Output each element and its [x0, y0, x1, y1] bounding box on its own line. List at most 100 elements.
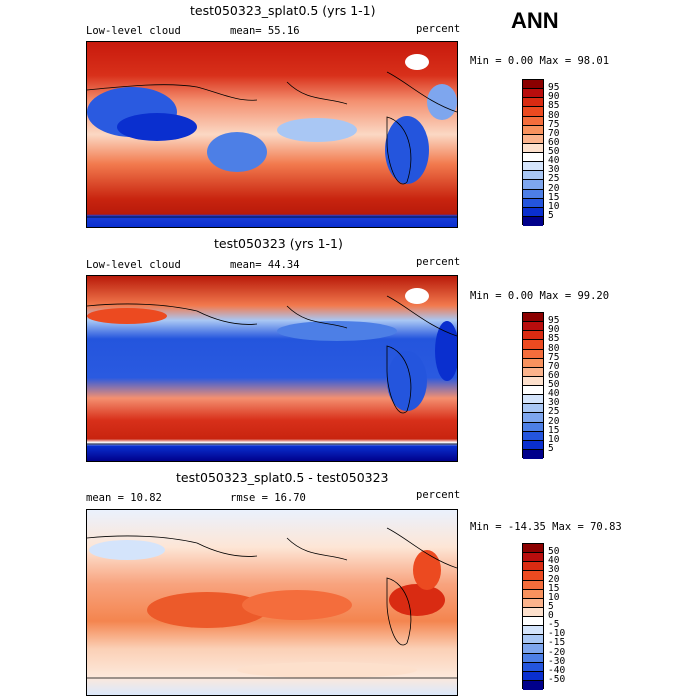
colorbar-tick-label: 85 — [548, 333, 560, 345]
colorbar-swatch — [523, 671, 543, 681]
colorbar-swatch — [523, 644, 543, 654]
colorbar-tick-label: 95 — [548, 82, 560, 94]
colorbar-tick-label: 10 — [548, 591, 560, 603]
colorbar-tick-label: 15 — [548, 424, 560, 436]
colorbar-swatch — [523, 562, 543, 572]
colorbar-tick-label: -30 — [548, 655, 566, 667]
colorbar-swatch — [523, 553, 543, 563]
colorbar-swatch — [523, 395, 543, 405]
colorbar-tick-label: 40 — [548, 555, 560, 567]
panel-3-minmax: Min = -14.35 Max = 70.83 — [470, 521, 622, 533]
colorbar-swatch — [523, 422, 543, 432]
colorbar-tick-label: 5 — [548, 209, 554, 221]
colorbar-swatch — [523, 125, 543, 135]
colorbar-swatch — [523, 607, 543, 617]
colorbar-tick-label: 95 — [548, 315, 560, 327]
colorbar-swatch — [523, 189, 543, 199]
colorbar-swatch — [523, 162, 543, 172]
colorbar-tick-label: 10 — [548, 433, 560, 445]
colorbar-tick-label: 60 — [548, 369, 560, 381]
colorbar-tick-label: 20 — [548, 182, 560, 194]
panel-2-units-label: percent — [416, 256, 461, 268]
colorbar-swatch — [523, 598, 543, 608]
colorbar-tick-label: 15 — [548, 191, 560, 203]
colorbar-swatch — [523, 358, 543, 368]
colorbar-tick-label: 50 — [548, 146, 560, 157]
colorbar-swatch — [523, 180, 543, 190]
colorbar-tick-label: 90 — [548, 324, 560, 336]
panel-3-rmse-label: rmse = 16.70 — [230, 492, 306, 504]
colorbar-swatch — [523, 571, 543, 581]
colorbar-tick-label: 5 — [548, 442, 554, 454]
panel-1-units-label: percent — [416, 23, 461, 35]
colorbar-swatch — [523, 153, 543, 163]
colorbar-swatch — [523, 589, 543, 599]
colorbar-swatch — [523, 440, 543, 450]
colorbar-tick-label: 70 — [548, 360, 560, 372]
panel-3-mean-label: mean = 10.82 — [86, 492, 162, 504]
colorbar-swatch — [523, 80, 543, 90]
panel-3-units-label: percent — [416, 489, 461, 501]
colorbar-swatch — [523, 431, 543, 441]
colorbar-swatch — [523, 107, 543, 117]
colorbar-tick-label: 50 — [548, 546, 560, 558]
colorbar-tick-label: -40 — [548, 664, 566, 676]
panel-2-title: test050323 (yrs 1-1) — [214, 236, 343, 251]
colorbar-swatch — [523, 386, 543, 396]
colorbar-tick-label: 30 — [548, 564, 560, 576]
panel-1-colorbar — [522, 79, 544, 226]
colorbar-swatch — [523, 404, 543, 414]
colorbar-tick-label: -10 — [548, 628, 566, 640]
colorbar-swatch — [523, 653, 543, 663]
colorbar-swatch — [523, 367, 543, 377]
panel-2-map — [86, 275, 458, 462]
colorbar-tick-label: 75 — [548, 118, 560, 130]
colorbar-tick-label: -15 — [548, 637, 566, 649]
panel-2-variable-label: Low-level cloud — [86, 259, 181, 271]
colorbar-tick-label: 75 — [548, 351, 560, 363]
panel-1-variable-label: Low-level cloud — [86, 25, 181, 37]
panel-1-mean-label: mean= 55.16 — [230, 25, 300, 37]
colorbar-swatch — [523, 617, 543, 627]
panel-1-map — [86, 41, 458, 228]
colorbar-swatch — [523, 680, 543, 690]
colorbar-swatch — [523, 216, 543, 226]
colorbar-tick-label: 80 — [548, 109, 560, 121]
colorbar-tick-label: 40 — [548, 388, 560, 400]
colorbar-swatch — [523, 134, 543, 144]
colorbar-swatch — [523, 313, 543, 323]
colorbar-swatch — [523, 349, 543, 359]
colorbar-swatch — [523, 322, 543, 332]
colorbar-tick-label: 15 — [548, 582, 560, 594]
colorbar-swatch — [523, 340, 543, 350]
colorbar-swatch — [523, 89, 543, 99]
colorbar-swatch — [523, 207, 543, 217]
colorbar-tick-label: 50 — [548, 379, 560, 390]
colorbar-tick-label: 25 — [548, 406, 560, 418]
colorbar-swatch — [523, 98, 543, 108]
colorbar-tick-label: 20 — [548, 573, 560, 585]
panel-3-map — [86, 509, 458, 696]
colorbar-swatch — [523, 171, 543, 181]
colorbar-swatch — [523, 116, 543, 126]
colorbar-swatch — [523, 198, 543, 208]
panel-1-title: test050323_splat0.5 (yrs 1-1) — [190, 3, 376, 18]
panel-3-title: test050323_splat0.5 - test050323 — [176, 470, 389, 485]
panel-2-mean-label: mean= 44.34 — [230, 259, 300, 271]
colorbar-tick-label: -20 — [548, 646, 566, 658]
colorbar-swatch — [523, 580, 543, 590]
colorbar-tick-label: 25 — [548, 173, 560, 185]
colorbar-swatch — [523, 449, 543, 459]
colorbar-tick-label: 0 — [548, 610, 554, 621]
colorbar-tick-label: 90 — [548, 91, 560, 103]
colorbar-swatch — [523, 413, 543, 423]
colorbar-tick-label: 10 — [548, 200, 560, 212]
colorbar-tick-label: 20 — [548, 415, 560, 427]
colorbar-tick-label: 5 — [548, 600, 554, 612]
season-label: ANN — [511, 8, 559, 33]
colorbar-tick-label: 40 — [548, 155, 560, 167]
colorbar-swatch — [523, 376, 543, 386]
colorbar-tick-label: -50 — [548, 673, 566, 685]
panel-3-colorbar — [522, 543, 544, 690]
colorbar-swatch — [523, 143, 543, 153]
